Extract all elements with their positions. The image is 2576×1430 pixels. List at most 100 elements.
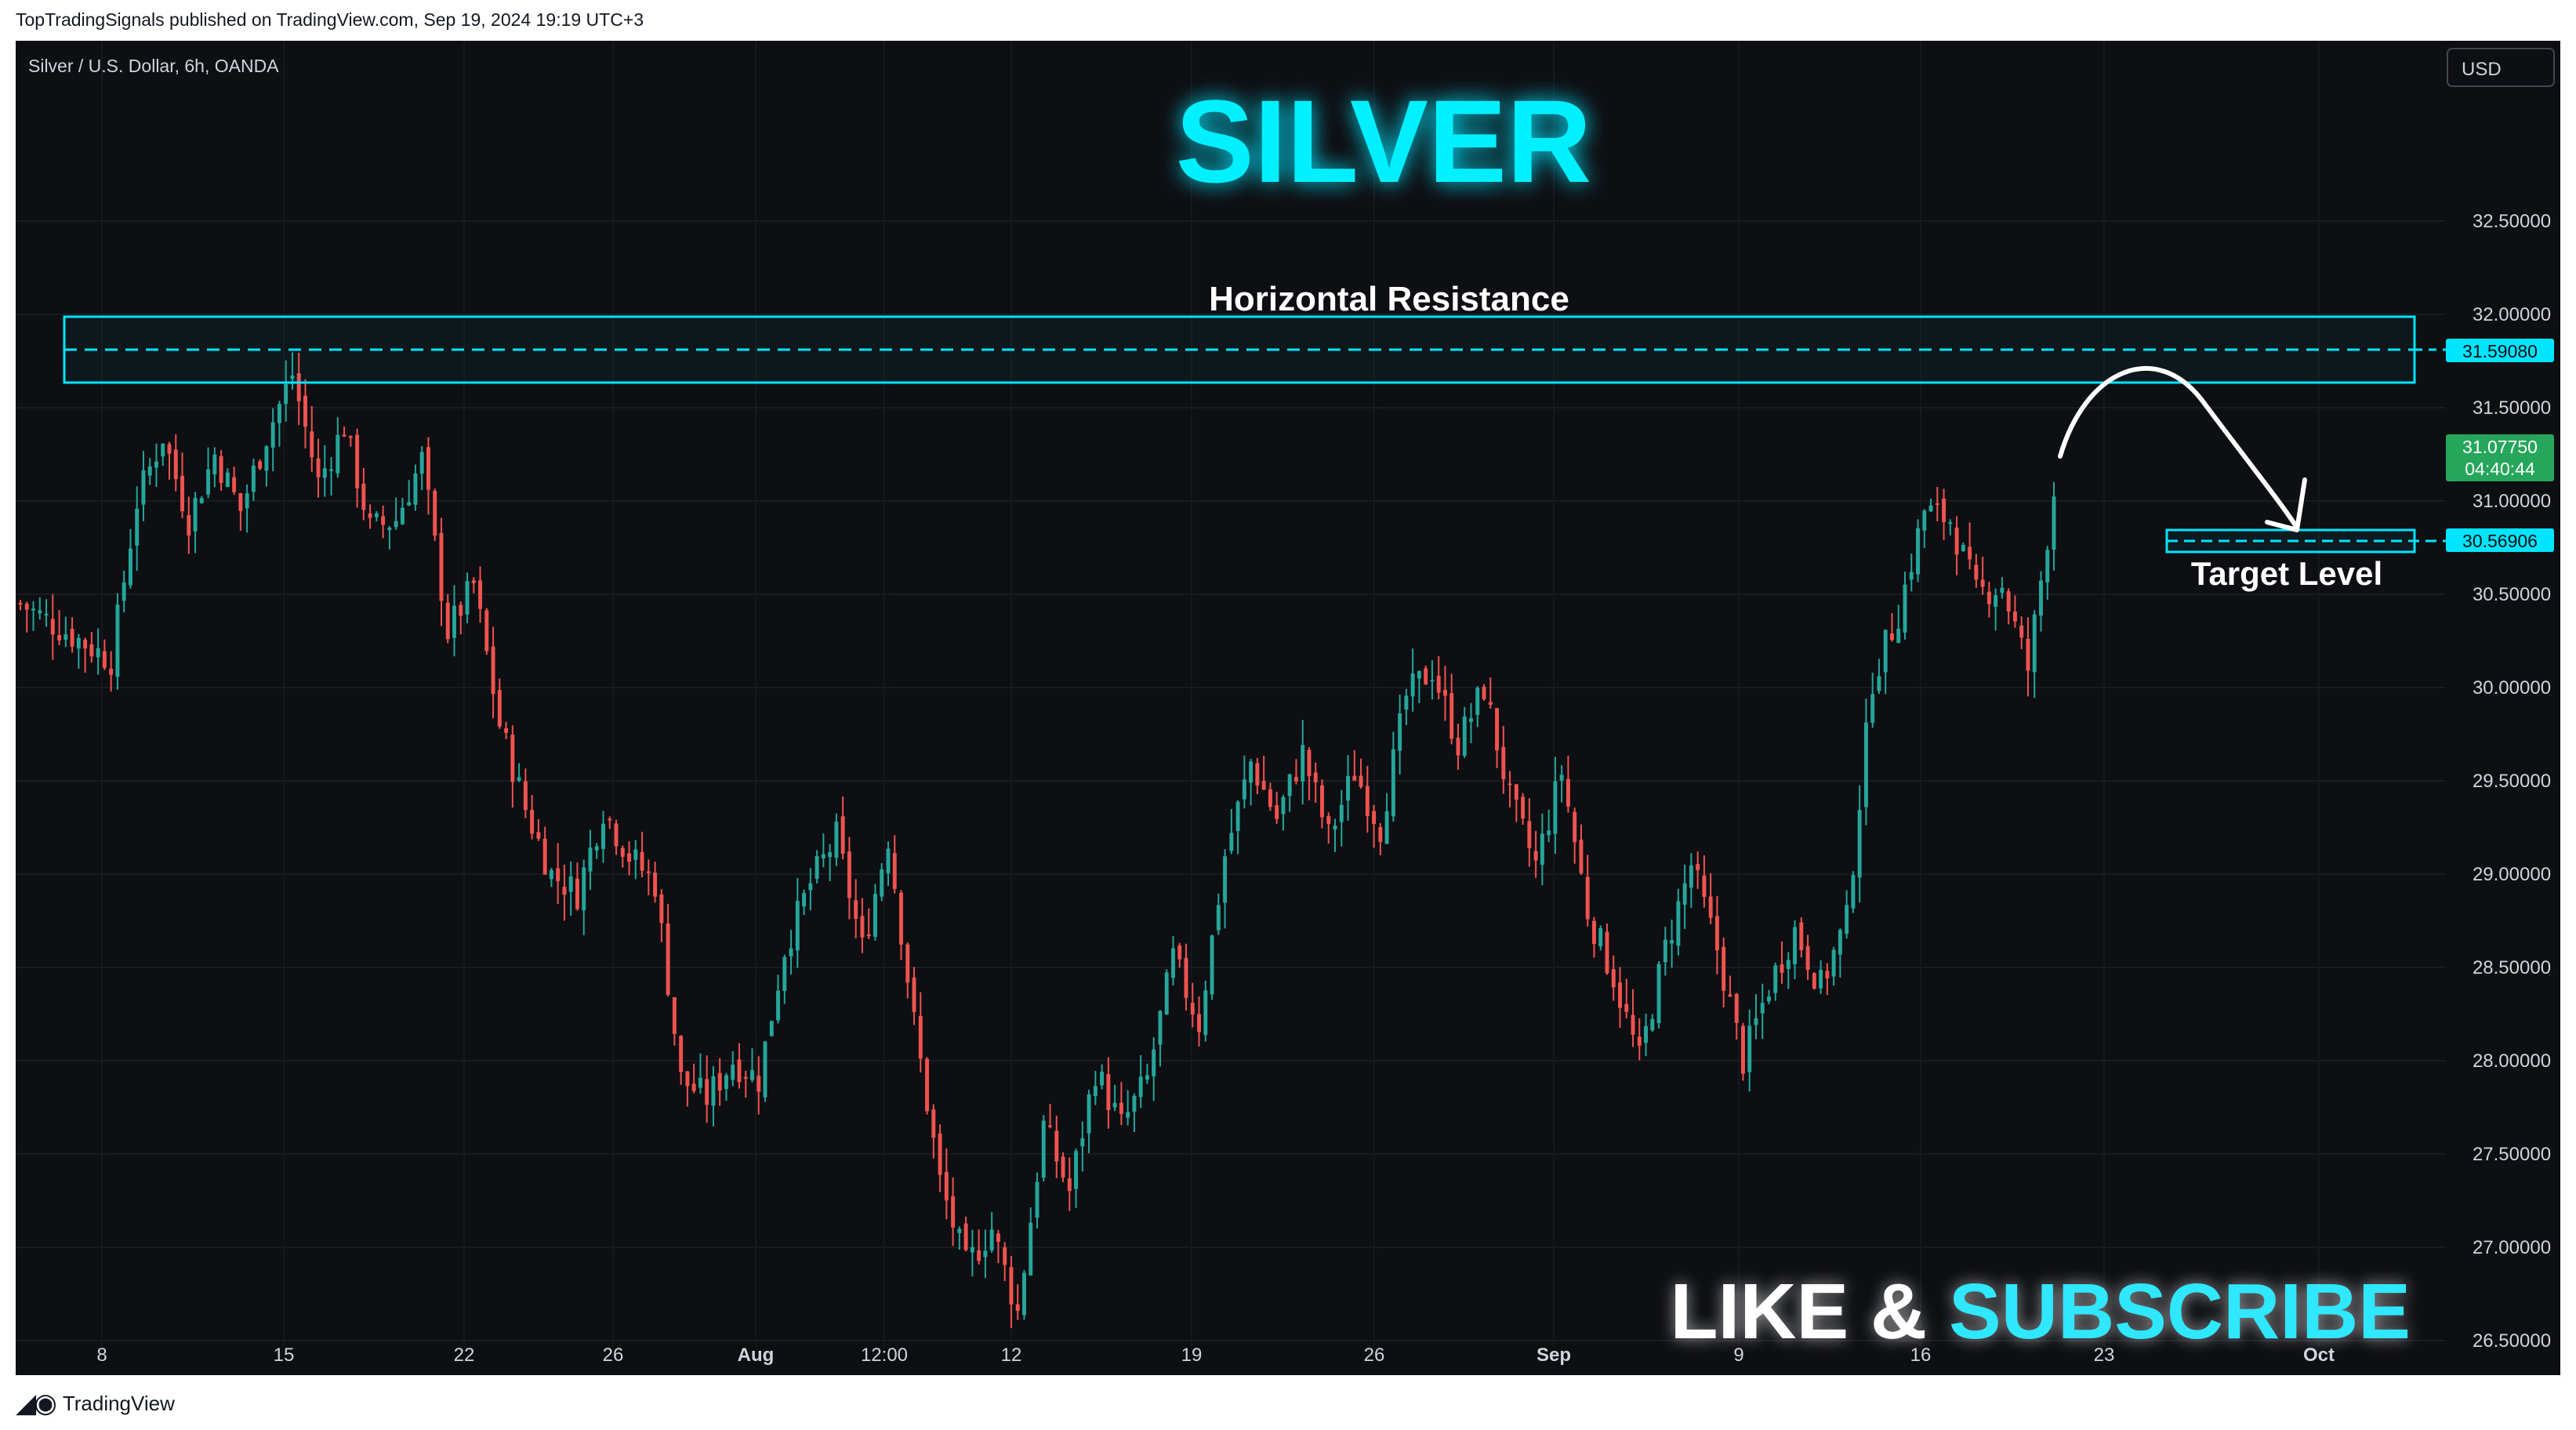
candle-body <box>931 1109 936 1138</box>
candle-body <box>782 956 787 991</box>
candle-body <box>1566 779 1570 807</box>
candle-body <box>1261 781 1266 790</box>
candle-body <box>1591 920 1596 945</box>
resistance-label: Horizontal Resistance <box>1209 280 1569 318</box>
candle-body <box>1048 1125 1053 1127</box>
candle-body <box>977 1250 981 1261</box>
candle-body <box>899 892 903 945</box>
candle-body <box>1508 783 1512 786</box>
candle-body <box>277 404 281 423</box>
candle-body <box>1339 804 1344 822</box>
candle-body <box>147 466 152 476</box>
candle-body <box>1203 990 1208 1036</box>
currency-button[interactable]: USD <box>2447 48 2555 87</box>
candle-body <box>970 1247 974 1253</box>
candle-body <box>1307 749 1312 777</box>
candle-body <box>452 605 456 638</box>
last-price-tag: 31.07750 04:40:44 <box>2446 434 2554 481</box>
candle-body <box>1132 1095 1137 1112</box>
symbol-legend[interactable]: Silver / U.S. Dollar, 6h, OANDA <box>28 56 279 76</box>
tradingview-logo-icon[interactable]: ◢◉ <box>16 1388 57 1418</box>
candle-body <box>1378 826 1383 842</box>
candle-body <box>374 513 379 517</box>
candle-body <box>355 434 360 488</box>
candle-body <box>1488 702 1493 705</box>
candle-body <box>1663 939 1667 963</box>
candle-body <box>996 1233 1000 1243</box>
candle-body <box>1320 785 1324 818</box>
candle-body <box>199 498 204 503</box>
candle-body <box>471 580 476 583</box>
resistance-price-tag: 31.59080 <box>2446 339 2554 362</box>
candle-body <box>303 395 307 427</box>
candle-body <box>484 610 489 651</box>
candle-body <box>1093 1086 1098 1097</box>
candle-body <box>1754 1018 1758 1025</box>
candle-body <box>1430 680 1435 682</box>
candle-body <box>1469 718 1473 722</box>
candle-body <box>614 823 619 847</box>
candle-body <box>1618 982 1622 1008</box>
candle-body <box>1029 1222 1033 1276</box>
candle-body <box>556 868 561 881</box>
candle-body <box>225 472 230 488</box>
candle-body <box>1067 1178 1072 1192</box>
candle-body <box>1734 993 1739 1023</box>
candle-body <box>1326 815 1331 825</box>
candle-body <box>310 431 314 458</box>
svg-text:04:40:44: 04:40:44 <box>2465 459 2535 479</box>
candle-body <box>963 1223 968 1250</box>
candle-body <box>1514 784 1518 800</box>
candle-body <box>322 468 327 478</box>
candle-body <box>258 461 263 469</box>
y-tick-label: 29.50000 <box>2473 771 2551 792</box>
candle-body <box>925 1058 930 1112</box>
y-tick-label: 32.00000 <box>2473 304 2551 325</box>
y-tick-label: 27.00000 <box>2473 1237 2551 1258</box>
candle-body <box>1372 811 1377 825</box>
y-tick-label: 31.50000 <box>2473 397 2551 419</box>
candle-body <box>627 853 632 862</box>
candle-body <box>594 846 599 851</box>
candle-body <box>1928 505 1933 512</box>
candle-body <box>575 878 579 909</box>
candle-body <box>886 848 891 873</box>
candle-body <box>705 1079 709 1105</box>
candle-body <box>497 690 502 727</box>
price-axis[interactable]: 32.50000 32.00000 31.50000 31.00000 30.50000… <box>2473 211 2551 1352</box>
chart-frame[interactable]: Horizontal Resistance Target Level 32.50… <box>16 41 2560 1375</box>
candle-body <box>400 507 405 524</box>
candle-body <box>361 483 366 510</box>
candle-body <box>2032 614 2037 673</box>
candle-body <box>342 434 346 437</box>
candle-body <box>1410 673 1415 697</box>
candle-body <box>912 977 916 1012</box>
candle-body <box>1656 964 1661 1024</box>
time-axis[interactable]: 8 15 22 26 Aug 12:00 12 19 26 Sep 9 16 23 Oct <box>96 1345 2335 1366</box>
candle-body <box>1112 1102 1117 1108</box>
candle-body <box>381 516 386 525</box>
candle-body <box>1948 522 1953 524</box>
x-tick-label: 12 <box>1001 1345 1022 1366</box>
x-tick-label: 23 <box>2094 1345 2115 1366</box>
candle-body <box>1670 940 1674 944</box>
candle-body <box>336 434 340 474</box>
candle-body <box>1210 935 1214 995</box>
candle-body <box>1812 973 1816 989</box>
candlestick-chart[interactable]: Horizontal Resistance Target Level 32.50… <box>16 41 2560 1375</box>
candle-body <box>517 777 521 781</box>
candle-body <box>1346 775 1351 801</box>
footer-brand-label[interactable]: TradingView <box>62 1391 175 1415</box>
candle-body <box>38 610 42 614</box>
x-tick-label: 26 <box>1364 1345 1385 1366</box>
candle-body <box>1838 930 1842 955</box>
candle-body <box>1689 865 1693 888</box>
candle-body <box>1184 957 1188 998</box>
x-tick-label: Aug <box>738 1345 775 1366</box>
projection-arrow[interactable] <box>2058 366 2298 528</box>
candle-body <box>245 493 249 509</box>
footer: ◢◉ TradingView <box>16 1388 175 1419</box>
candle-body <box>905 944 910 983</box>
candle-body <box>1994 595 1998 607</box>
candle-body <box>711 1076 716 1106</box>
